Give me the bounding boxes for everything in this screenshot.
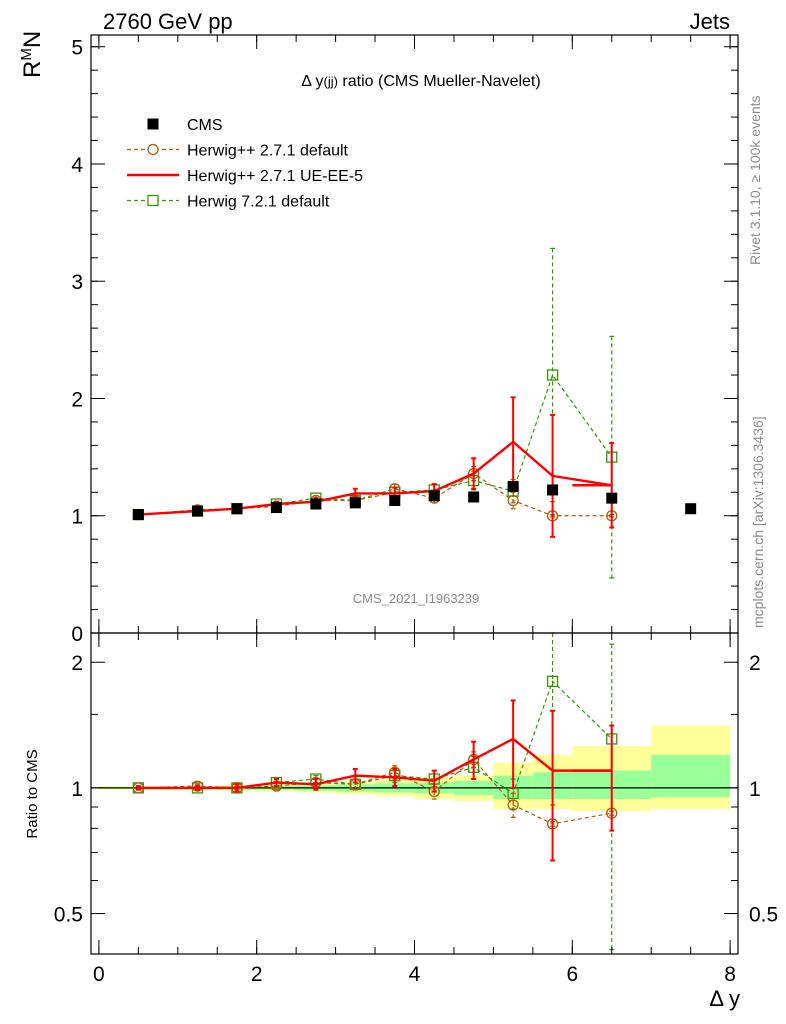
series1-point — [191, 780, 204, 792]
energy-label: 2760 GeV pp — [103, 9, 233, 34]
legend-label: Herwig 7.2.1 default — [187, 194, 330, 211]
rivet-credit: Rivet 3.1.10, ≥ 100k events — [747, 95, 763, 265]
legend: CMS Herwig++ 2.7.1 default Herwig++ 2.7.1 … — [127, 117, 363, 211]
series0-point — [547, 484, 559, 496]
series3-point — [546, 675, 559, 687]
ratio-axes: 0.5 0.5 1 1 2 2 0 2 4 6 8 — [54, 633, 778, 986]
ratio-ytick-label-left: 0.5 — [54, 904, 83, 927]
legend-marker — [147, 194, 159, 207]
series1-point — [507, 799, 519, 811]
legend-marker-cms — [147, 118, 159, 130]
series0-point — [507, 480, 519, 492]
series2-line — [138, 737, 612, 790]
ratio-ytick-label-left: 2 — [71, 652, 83, 675]
series0-point — [270, 502, 282, 514]
band-inner — [651, 754, 731, 798]
ratio-ytick-label-right: 1 — [749, 778, 761, 801]
ratio-ytick-label-left: 1 — [71, 778, 83, 801]
main-ytick-label: 4 — [71, 154, 83, 177]
main-ylabel-r: R — [19, 61, 46, 78]
main-ytick-label: 3 — [71, 271, 83, 294]
series0-point — [389, 495, 401, 507]
mcplots-credit: mcplots.cern.ch [arXiv:1306.3436] — [750, 416, 766, 628]
series0-point — [132, 509, 144, 521]
main-title: Δ y(jj) ratio (CMS Mueller-Navelet) — [301, 73, 540, 90]
legend-label: Herwig++ 2.7.1 default — [187, 143, 349, 160]
jets-label: Jets — [690, 9, 730, 34]
series2-line — [138, 440, 612, 516]
main-title-suffix: ratio (CMS Mueller-Navelet) — [338, 73, 541, 90]
series0-point — [231, 503, 243, 515]
ratio-bands — [91, 725, 738, 812]
series0-point — [685, 503, 697, 515]
xtick-label: 2 — [251, 963, 263, 986]
series0-point — [310, 498, 322, 510]
main-marks — [132, 247, 697, 579]
main-title-prefix: Δ y — [301, 73, 323, 90]
main-panel: 0 1 2 3 4 5 Δ y(jj) ratio (CMS Mueller-Navele… — [18, 31, 739, 646]
x-axis-label: Δ y — [709, 986, 740, 1011]
legend-marker — [147, 143, 159, 156]
series1-point — [507, 494, 519, 507]
series0-point — [606, 492, 618, 504]
xtick-label: 6 — [566, 963, 578, 986]
ratio-ytick-label-right: 2 — [749, 652, 761, 675]
main-title-sub: (jj) — [324, 74, 338, 89]
series0-point — [428, 490, 440, 502]
series0-point — [349, 497, 361, 509]
ratio-panel: 0.5 0.5 1 1 2 2 0 2 4 6 8 Ratio to CMS Δ y — [24, 632, 778, 1011]
xtick-label: 0 — [93, 963, 105, 986]
main-ytick-label: 1 — [71, 506, 83, 529]
series0-point — [468, 491, 480, 503]
main-ylabel-n: N — [19, 31, 46, 48]
series0-point — [192, 505, 204, 517]
ratio-marks — [132, 632, 618, 951]
ratio-ytick-label-right: 0.5 — [749, 904, 778, 927]
main-ylabel: RMN — [18, 31, 46, 78]
main-axes: 0 1 2 3 4 5 — [71, 35, 738, 646]
legend-label: Herwig++ 2.7.1 UE-EE-5 — [187, 168, 363, 185]
main-ytick-label: 0 — [71, 623, 83, 646]
legend-label: CMS — [187, 117, 223, 134]
xtick-label: 8 — [724, 963, 736, 986]
main-ylabel-sup: M — [18, 48, 35, 61]
xtick-label: 4 — [409, 963, 421, 986]
main-ytick-label: 5 — [71, 37, 83, 60]
main-ytick-label: 2 — [71, 388, 83, 411]
analysis-watermark: CMS_2021_I1963239 — [353, 591, 480, 606]
ratio-ylabel: Ratio to CMS — [24, 749, 41, 838]
series3-point — [546, 369, 559, 381]
